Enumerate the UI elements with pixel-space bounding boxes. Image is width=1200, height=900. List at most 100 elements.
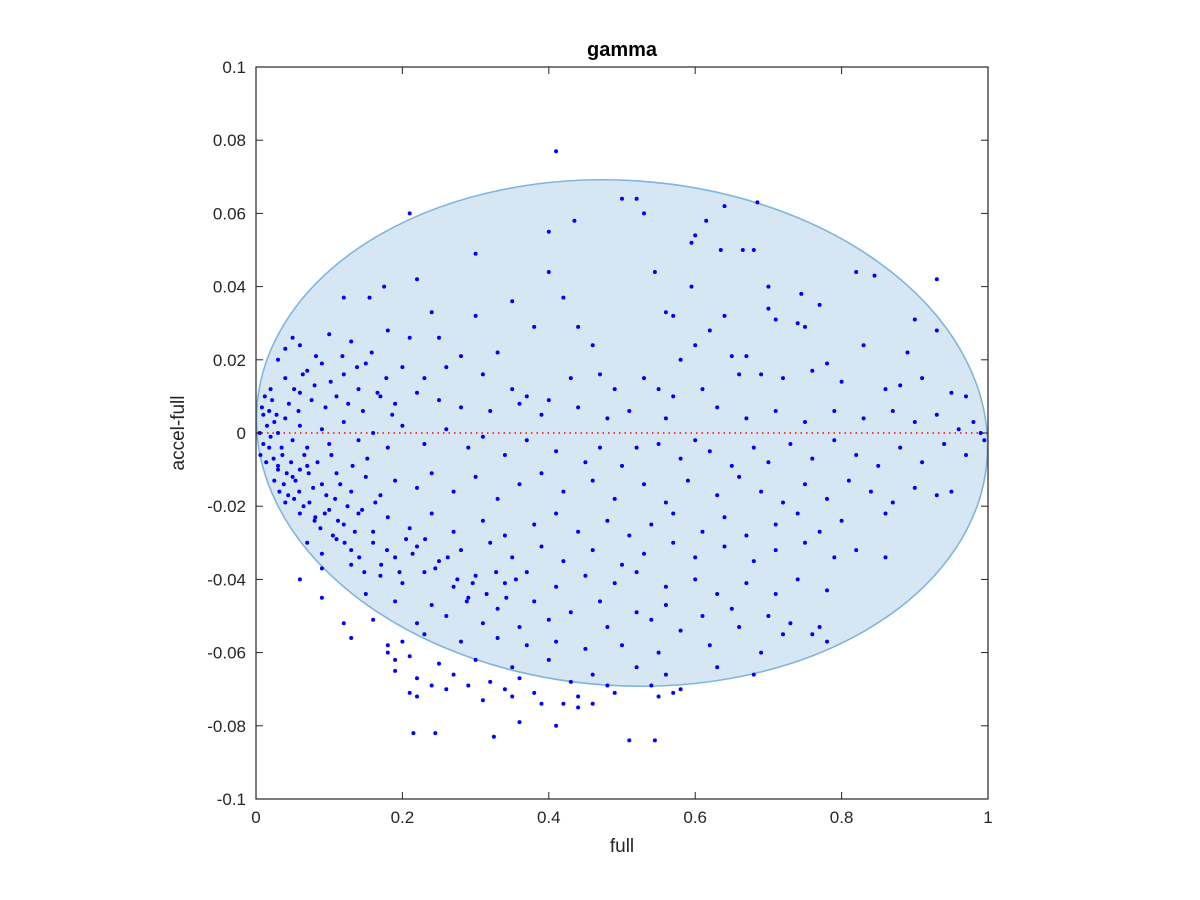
data-point [722,544,727,549]
data-point [459,639,463,644]
data-point [277,489,282,494]
data-point [356,387,361,392]
data-point [422,442,427,446]
data-point [286,493,291,498]
data-point [744,533,749,538]
data-point [590,478,595,483]
data-point [612,581,617,586]
data-point [671,511,676,516]
x-tick-label: 1 [983,808,992,827]
data-point [561,559,566,564]
data-point [433,566,438,571]
y-tick-label: -0.06 [207,644,246,663]
data-point [949,489,954,494]
data-point [318,526,323,531]
data-point [773,592,778,596]
data-point [532,324,537,329]
data-point [689,284,694,289]
data-point [341,420,346,424]
data-point [678,357,683,362]
data-point [817,302,822,307]
data-point [484,592,489,596]
data-point [634,196,639,201]
data-point [360,507,365,512]
data-point [480,434,485,439]
data-point [276,467,280,472]
data-point [554,449,559,454]
data-point [964,453,968,457]
data-point [693,577,698,582]
data-point [561,489,566,494]
data-point [546,270,551,274]
data-point [319,551,324,556]
data-point [532,522,537,527]
data-point [751,445,756,450]
data-point [433,731,438,736]
data-point [480,372,485,377]
data-point [407,526,412,531]
data-point [620,562,624,567]
data-point [363,474,368,479]
data-point [656,694,661,699]
data-point [455,577,460,582]
data-point [410,551,415,556]
data-point [272,478,277,483]
data-point [649,617,654,622]
data-point [306,471,311,476]
data-point [685,478,690,483]
y-tick-label: -0.1 [217,790,246,809]
data-point [656,650,661,655]
data-point [355,365,359,370]
data-point [297,343,302,348]
data-point [504,595,509,600]
data-point [715,405,720,410]
data-point [495,496,500,501]
data-point [451,529,456,534]
data-point [415,544,419,549]
data-point [912,485,917,490]
data-point [336,518,340,523]
data-point [649,522,654,527]
data-point [759,372,764,377]
data-point [327,442,332,446]
data-point [378,573,383,578]
data-point [502,453,507,457]
data-point [350,463,355,468]
data-point [620,643,624,648]
data-point [773,522,778,527]
data-point [268,387,273,392]
data-point [286,401,291,406]
data-point [276,431,280,435]
data-point [554,639,559,644]
data-point [854,270,859,274]
data-point [773,548,778,553]
data-point [652,738,657,743]
scatter-points [257,149,987,743]
data-point [755,200,760,205]
data-point [883,387,888,392]
data-point [459,405,463,410]
data-point [964,394,968,399]
data-point [561,295,566,300]
data-point [532,599,537,604]
data-point [300,372,305,377]
data-point [349,562,354,567]
data-point [524,643,529,648]
data-point [634,445,639,450]
data-point [693,555,698,560]
data-point [693,343,698,348]
data-point [700,387,705,392]
data-point [663,672,668,677]
data-point [415,621,419,626]
data-point [751,672,756,677]
data-point [305,445,310,450]
data-point [357,555,362,560]
data-point [707,643,712,648]
data-point [283,346,288,351]
data-point [356,438,361,443]
data-point [382,284,387,289]
data-point [292,496,297,501]
data-point [766,460,771,465]
data-point [832,409,837,413]
data-point [319,361,324,366]
